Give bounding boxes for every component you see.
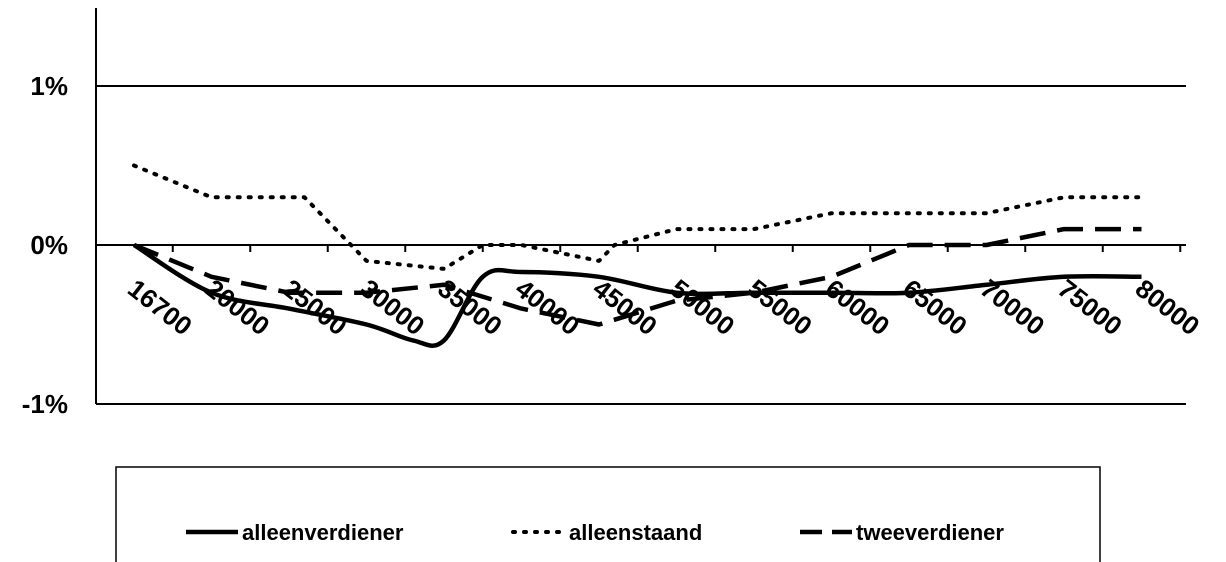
- x-tick-label: 80000: [1130, 273, 1205, 341]
- series-line-alleenverdiener: [132, 243, 1142, 348]
- y-tick-labels: 1% 0% -1%: [22, 71, 68, 419]
- axes: [95, 8, 1186, 404]
- x-tick-label: 35000: [432, 273, 507, 341]
- y-tick-label: 0%: [30, 230, 68, 260]
- series-line-tweeverdiener: [133, 226, 1142, 327]
- legend-label-alleenverdiener: alleenverdiener: [242, 520, 404, 545]
- y-tick-label: 1%: [30, 71, 68, 101]
- x-tick-label: 60000: [820, 273, 895, 341]
- x-tick-label: 75000: [1052, 273, 1127, 341]
- y-tick-label: -1%: [22, 389, 68, 419]
- x-tick-label: 50000: [665, 273, 740, 341]
- series-lines: [132, 163, 1144, 348]
- x-tick-label: 16700: [122, 273, 197, 341]
- legend-label-tweeverdiener: tweeverdiener: [856, 520, 1004, 545]
- x-tick-label: 20000: [200, 273, 275, 341]
- x-tick-label: 65000: [897, 273, 972, 341]
- gridlines: [96, 85, 1186, 405]
- legend: alleenverdiener alleenstaand tweeverdiener: [115, 466, 1101, 562]
- legend-label-alleenstaand: alleenstaand: [569, 520, 702, 545]
- series-line-alleenstaand: [132, 163, 1144, 271]
- legend-box: [115, 466, 1101, 562]
